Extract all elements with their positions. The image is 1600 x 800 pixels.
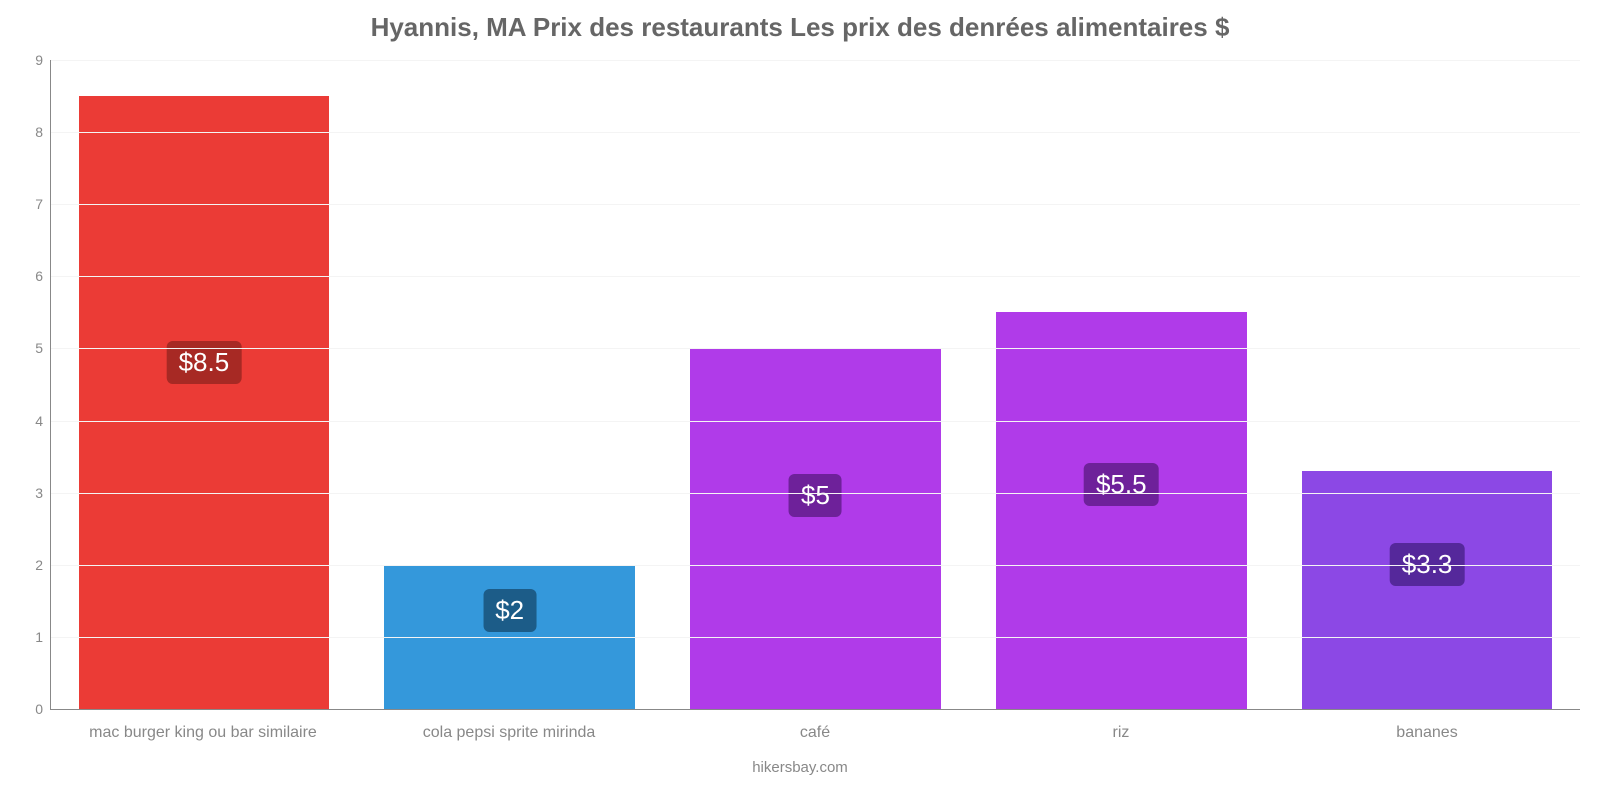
bar-slot: $2: [357, 60, 663, 709]
y-tick-label: 4: [35, 413, 51, 429]
y-tick-label: 1: [35, 629, 51, 645]
x-tick-label: bananes: [1274, 724, 1580, 742]
y-tick-label: 7: [35, 196, 51, 212]
bar-slot: $5.5: [968, 60, 1274, 709]
bar: $5: [690, 348, 941, 709]
grid-line: [51, 565, 1580, 566]
bar-slot: $8.5: [51, 60, 357, 709]
grid-line: [51, 60, 1580, 61]
y-tick-label: 3: [35, 485, 51, 501]
value-badge: $5: [789, 474, 842, 517]
x-tick-label: cola pepsi sprite mirinda: [356, 724, 662, 742]
grid-line: [51, 276, 1580, 277]
x-tick-label: riz: [968, 724, 1274, 742]
x-axis-labels: mac burger king ou bar similairecola pep…: [50, 724, 1580, 742]
value-badge: $8.5: [167, 341, 242, 384]
grid-line: [51, 348, 1580, 349]
y-tick-label: 8: [35, 124, 51, 140]
chart-title: Hyannis, MA Prix des restaurants Les pri…: [0, 12, 1600, 43]
grid-line: [51, 421, 1580, 422]
x-tick-label: mac burger king ou bar similaire: [50, 724, 356, 742]
y-tick-label: 6: [35, 268, 51, 284]
y-tick-label: 5: [35, 340, 51, 356]
y-tick-label: 0: [35, 701, 51, 717]
bar: $3.3: [1302, 471, 1553, 709]
grid-line: [51, 637, 1580, 638]
grid-line: [51, 132, 1580, 133]
chart-attribution: hikersbay.com: [0, 759, 1600, 776]
price-bar-chart: Hyannis, MA Prix des restaurants Les pri…: [0, 0, 1600, 800]
plot-area: $8.5$2$5$5.5$3.3 0123456789: [50, 60, 1580, 710]
bar: $8.5: [79, 96, 330, 709]
bars-container: $8.5 $2 $5 $5.5 $3.3: [51, 60, 1580, 709]
bar: $5.5: [996, 312, 1247, 709]
x-tick-label: café: [662, 724, 968, 742]
grid-line: [51, 493, 1580, 494]
bar-slot: $3.3: [1274, 60, 1580, 709]
value-badge: $2: [483, 589, 536, 632]
y-tick-label: 2: [35, 557, 51, 573]
y-tick-label: 9: [35, 52, 51, 68]
grid-line: [51, 204, 1580, 205]
bar-slot: $5: [663, 60, 969, 709]
value-badge: $5.5: [1084, 463, 1159, 506]
